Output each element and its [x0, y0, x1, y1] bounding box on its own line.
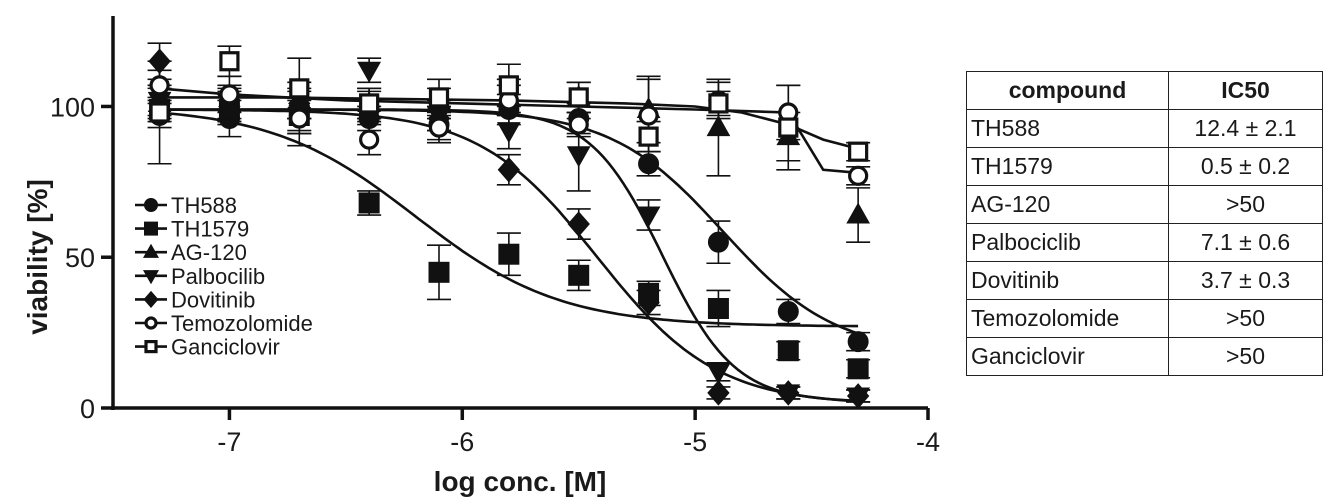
legend-label: Ganciclovir — [171, 335, 280, 360]
x-tick-label: -6 — [450, 427, 474, 457]
data-points — [147, 48, 870, 409]
point-ganciclovir — [778, 117, 799, 138]
ic50-cell: >50 — [1168, 299, 1323, 338]
table-header-row: compound IC50 — [966, 71, 1323, 110]
table-row: Dovitinib 3.7 ± 0.3 — [966, 261, 1323, 300]
point-palbocilib — [706, 363, 731, 385]
point-th588 — [777, 301, 799, 323]
legend-label: TH1579 — [171, 217, 249, 242]
point-ganciclovir — [359, 93, 380, 114]
point-temozolomide — [289, 108, 310, 129]
point-th1579 — [358, 192, 380, 214]
y-tick-label: 50 — [65, 243, 95, 273]
table-row: TH588 12.4 ± 2.1 — [966, 109, 1323, 148]
point-ganciclovir — [848, 141, 869, 162]
legend-label: Temozolomide — [171, 311, 313, 336]
point-temozolomide — [848, 165, 869, 186]
point-palbocilib — [636, 206, 661, 228]
compound-cell: Temozolomide — [966, 299, 1169, 338]
point-temozolomide — [638, 105, 659, 126]
compound-cell: TH1579 — [966, 147, 1169, 186]
point-ag-120 — [846, 202, 870, 224]
point-ganciclovir — [149, 102, 170, 123]
point-ganciclovir — [219, 51, 240, 72]
compound-cell: AG-120 — [966, 185, 1169, 224]
y-axis-label: viability [%] — [22, 179, 53, 335]
compound-cell: Ganciclovir — [966, 337, 1169, 376]
point-palbocilib — [357, 61, 381, 83]
axes — [101, 16, 930, 420]
point-th1579 — [847, 358, 869, 380]
ic50-cell: >50 — [1168, 185, 1323, 224]
point-th1579 — [568, 264, 590, 286]
point-temozolomide — [568, 114, 589, 135]
y-tick-label: 100 — [50, 92, 95, 122]
legend-marker-temozolomide — [144, 316, 158, 330]
y-tick-label: 0 — [80, 394, 95, 424]
point-th1579 — [498, 243, 520, 265]
legend-marker-ganciclovir — [144, 340, 158, 354]
table-row: TH1579 0.5 ± 0.2 — [966, 147, 1323, 186]
legend-marker-palbocilib — [142, 270, 160, 285]
header-compound: compound — [966, 71, 1169, 110]
legend-marker-ag-120 — [142, 243, 160, 258]
legend-marker-dovitinib — [143, 290, 159, 308]
compound-cell: TH588 — [966, 109, 1169, 148]
point-ganciclovir — [498, 75, 519, 96]
fit-curve-ganciclovir — [159, 96, 859, 150]
point-palbocilib — [497, 122, 521, 144]
header-ic50: IC50 — [1168, 71, 1323, 110]
legend-label: AG-120 — [171, 240, 247, 265]
point-ganciclovir — [708, 93, 729, 114]
ic50-cell: 3.7 ± 0.3 — [1168, 261, 1323, 300]
legend-label: TH588 — [171, 193, 237, 218]
point-th588 — [707, 231, 729, 253]
table-row: Temozolomide >50 — [966, 299, 1323, 338]
point-dovitinib — [148, 48, 171, 74]
point-th1579 — [777, 340, 799, 362]
tick-labels: -7 -6 -5 -4 0 50 100 — [50, 92, 940, 457]
x-tick-label: -4 — [916, 427, 940, 457]
point-ganciclovir — [638, 126, 659, 147]
point-dovitinib — [707, 380, 730, 406]
table-row: AG-120 >50 — [966, 185, 1323, 224]
point-ag-120 — [706, 115, 731, 137]
point-palbocilib — [566, 146, 591, 168]
point-ganciclovir — [568, 87, 589, 108]
point-th588 — [638, 153, 660, 175]
point-dovitinib — [777, 380, 800, 406]
ic50-cell: >50 — [1168, 337, 1323, 376]
point-th588 — [847, 331, 869, 353]
point-temozolomide — [359, 129, 380, 150]
x-tick-label: -7 — [217, 427, 241, 457]
point-ganciclovir — [428, 87, 450, 108]
point-dovitinib — [637, 289, 660, 316]
x-tick-label: -5 — [683, 427, 707, 457]
legend-label: Dovitinib — [171, 287, 255, 312]
legend: TH588TH1579AG-120PalbocilibDovitinibTemo… — [135, 193, 313, 360]
point-temozolomide — [219, 84, 240, 105]
ic50-cell: 12.4 ± 2.1 — [1168, 109, 1323, 148]
point-temozolomide — [428, 117, 450, 138]
point-temozolomide — [149, 75, 170, 96]
compound-cell: Palbociclib — [966, 223, 1169, 262]
compound-cell: Dovitinib — [966, 261, 1169, 300]
point-th1579 — [428, 261, 450, 283]
x-axis-label: log conc. [M] — [434, 466, 607, 497]
table-row: Palbociclib 7.1 ± 0.6 — [966, 223, 1323, 262]
legend-marker-th1579 — [144, 221, 158, 236]
point-ganciclovir — [289, 78, 310, 99]
point-th1579 — [707, 297, 729, 319]
ic50-table: compound IC50 TH588 12.4 ± 2.1 TH1579 0.5 … — [966, 71, 1323, 376]
table-row: Ganciclovir >50 — [966, 337, 1323, 376]
point-dovitinib — [497, 157, 521, 183]
ic50-cell: 7.1 ± 0.6 — [1168, 223, 1323, 262]
point-dovitinib — [567, 211, 590, 237]
ic50-cell: 0.5 ± 0.2 — [1168, 147, 1323, 186]
dose-response-chart: -7 -6 -5 -4 0 50 100 log conc. [M] viability [… — [22, 16, 940, 497]
fit-curve-th1579 — [159, 111, 859, 328]
legend-label: Palbocilib — [171, 264, 265, 289]
legend-marker-th588 — [144, 198, 158, 212]
